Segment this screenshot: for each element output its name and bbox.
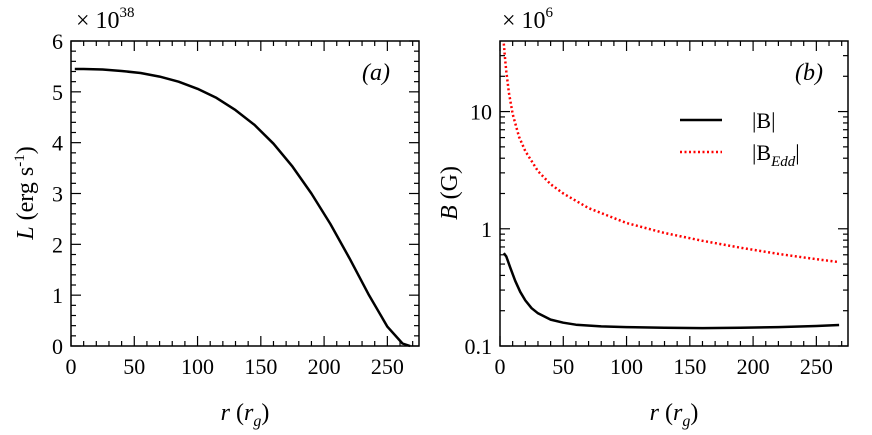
panel-b-y-ticks: 0.1 1 10 [465,55,848,359]
panel-a-plot-frame [70,40,420,347]
panel-a-x-axis-label: r (rg) [221,400,270,430]
panel-a-tag: (a) [362,60,390,86]
panel-b-legend: |B| |BEdd| [680,108,800,170]
panel-a-luminosity: 0 50 100 150 200 250 0 1 2 3 4 5 6 (a) × 1038 r (rg… [12,5,420,430]
y-tick-label: 1 [481,217,492,242]
panel-b-x-axis-label: r (rg) [650,400,699,430]
panel-b-plot-frame [499,40,849,347]
x-tick-label: 200 [308,354,341,379]
y-tick-label: 5 [52,80,63,105]
legend-label-b: |B| [752,108,775,133]
x-tick-label: 0 [66,354,77,379]
y-tick-label: 2 [52,232,63,257]
y-tick-label: 0 [52,334,63,359]
series-line-1 [502,43,840,264]
panel-a-multiplier: × 1038 [76,5,135,34]
y-tick-label: 10 [470,100,492,125]
y-tick-label: 6 [52,29,63,54]
x-tick-label: 200 [737,354,770,379]
y-tick-label: 3 [52,182,63,207]
panel-b-x-ticks: 0 50 100 150 200 250 [495,41,843,379]
x-tick-label: 250 [800,354,833,379]
panel-a-x-ticks: 0 50 100 150 200 250 [66,41,414,379]
y-tick-label: 4 [52,131,63,156]
x-tick-label: 100 [610,354,643,379]
x-tick-label: 50 [552,354,574,379]
x-tick-label: 150 [244,354,277,379]
panel-a-y-ticks: 0 1 2 3 4 5 6 [52,29,419,359]
panel-a-series [74,67,411,348]
x-tick-label: 150 [673,354,706,379]
panel-b-y-axis-label: B (G) [437,166,463,220]
series-line-0 [74,67,411,348]
legend-label-b-edd: |BEdd| [752,140,800,170]
panel-a-y-axis-label: L (erg s-1) [12,146,39,240]
y-tick-label: 0.1 [465,334,493,359]
x-tick-label: 100 [181,354,214,379]
panel-b-series [502,43,840,330]
panel-b-tag: (b) [795,60,823,86]
x-tick-label: 0 [495,354,506,379]
y-tick-label: 1 [52,283,63,308]
x-tick-label: 250 [371,354,404,379]
panel-b-multiplier: × 106 [502,5,554,34]
series-line-0 [502,252,840,330]
x-tick-label: 50 [123,354,145,379]
